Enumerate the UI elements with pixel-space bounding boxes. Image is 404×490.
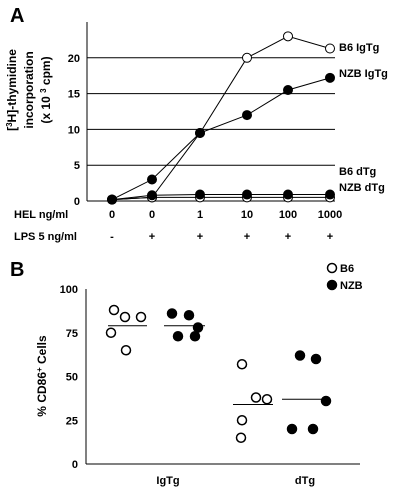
legend-marker-nzb	[326, 279, 338, 291]
x-tick-hel-3: 10	[241, 209, 253, 221]
x-tick-hel-2: 1	[197, 209, 203, 221]
data-point-b6-dtg-1	[250, 392, 262, 403]
data-point-nzb-igtg-5	[325, 72, 335, 83]
y-tick-label-b-50: 50	[66, 372, 78, 384]
y-tick-label-10: 10	[68, 124, 80, 136]
x-tick-hel-1: 0	[149, 209, 155, 221]
y-axis-title-line-3: (x 10 3 cpm)	[39, 56, 54, 123]
data-point-nzb-dtg-3	[286, 423, 298, 435]
series-label-b6-dtg: B6 dTg	[339, 166, 376, 178]
data-point-nzb-dtg-0	[294, 350, 306, 361]
data-point-nzb-igtg-4	[283, 85, 293, 96]
y-axis-title-line-2: incorporation	[22, 51, 36, 128]
y-tick-label-b-0: 0	[72, 459, 78, 471]
data-point-nzb-dtg-1	[147, 190, 157, 201]
x-tick-hel-4: 100	[279, 209, 297, 221]
series-label-nzb-dtg: NZB dTg	[339, 182, 385, 194]
group-label-dtg: dTg	[295, 475, 315, 487]
data-point-b6-igtg-1	[119, 311, 131, 323]
y-tick-label-15: 15	[68, 89, 80, 101]
data-point-nzb-igtg-0	[166, 308, 178, 319]
series-line-b6-igtg	[111, 35, 331, 201]
legend-label-b6: B6	[340, 263, 354, 275]
y-tick-label-b-25: 25	[66, 415, 78, 427]
y-axis-title-b: % CD86+ Cells	[35, 335, 50, 417]
x-tick-lps-4: +	[285, 231, 291, 243]
y-tick-label-b-100: 100	[60, 284, 78, 296]
data-point-b6-igtg-3	[105, 327, 117, 338]
x-tick-lps-3: +	[244, 231, 250, 243]
data-point-nzb-igtg-2	[192, 322, 204, 333]
panel-b-scatter-chart: 0 25 50 75 100 % CD86+ Cells IgTg dTg B6 NZB	[35, 262, 363, 487]
data-point-nzb-igtg-3	[242, 110, 252, 121]
x-tick-lps-2: +	[197, 231, 203, 243]
x-tick-hel-5: 1000	[318, 209, 342, 221]
y-tick-label-b-75: 75	[66, 328, 78, 340]
data-point-b6-igtg-3	[242, 52, 252, 63]
data-point-b6-igtg-4	[283, 31, 293, 42]
series-line-nzb-dtg	[111, 194, 330, 201]
data-point-b6-igtg-5	[325, 43, 335, 54]
y-tick-label-20: 20	[68, 53, 80, 65]
row-label-lps: LPS 5 ng/ml	[14, 231, 77, 243]
y-tick-label-0: 0	[74, 196, 80, 208]
data-point-b6-dtg-3	[236, 415, 248, 426]
x-tick-lps-5: +	[327, 231, 333, 243]
data-point-nzb-dtg-1	[310, 353, 322, 365]
data-point-b6-igtg-0	[108, 304, 120, 316]
group-label-igtg: IgTg	[156, 475, 179, 487]
legend-label-nzb: NZB	[340, 280, 363, 292]
data-point-nzb-dtg-0	[107, 194, 117, 205]
data-point-nzb-igtg-2	[195, 127, 205, 138]
row-label-hel: HEL ng/ml	[14, 209, 68, 221]
data-point-b6-igtg-4	[120, 345, 132, 356]
series-label-b6-igtg: B6 IgTg	[339, 42, 379, 54]
data-point-nzb-dtg-4	[307, 423, 319, 435]
data-point-b6-dtg-4	[235, 432, 247, 443]
data-point-nzb-igtg-1	[183, 310, 195, 321]
y-tick-label-5: 5	[74, 160, 80, 172]
series-line-nzb-igtg	[111, 77, 331, 201]
data-point-nzb-igtg-3	[172, 331, 184, 342]
x-tick-hel-0: 0	[109, 209, 115, 221]
x-tick-lps-0: -	[110, 231, 114, 243]
panel-label-b: B	[10, 259, 24, 281]
data-point-nzb-igtg-1	[147, 174, 157, 185]
data-point-b6-dtg-0	[236, 359, 248, 370]
data-point-nzb-dtg-5	[325, 189, 335, 200]
legend-marker-b6	[326, 262, 338, 274]
data-point-nzb-dtg-3	[242, 189, 252, 200]
data-point-nzb-dtg-4	[283, 189, 293, 200]
series-line-b6-dtg	[111, 196, 330, 201]
data-point-b6-dtg-2	[261, 394, 273, 405]
panel-label-a: A	[10, 5, 24, 27]
series-label-nzb-igtg: NZB IgTg	[339, 68, 388, 80]
data-point-nzb-igtg-4	[189, 331, 201, 342]
data-point-b6-igtg-2	[135, 311, 147, 323]
data-point-nzb-dtg-2	[195, 189, 205, 200]
x-tick-lps-1: +	[149, 231, 155, 243]
data-point-nzb-dtg-2	[320, 395, 332, 407]
y-axis-title-line-1: [3H]-thymidine	[5, 49, 20, 131]
